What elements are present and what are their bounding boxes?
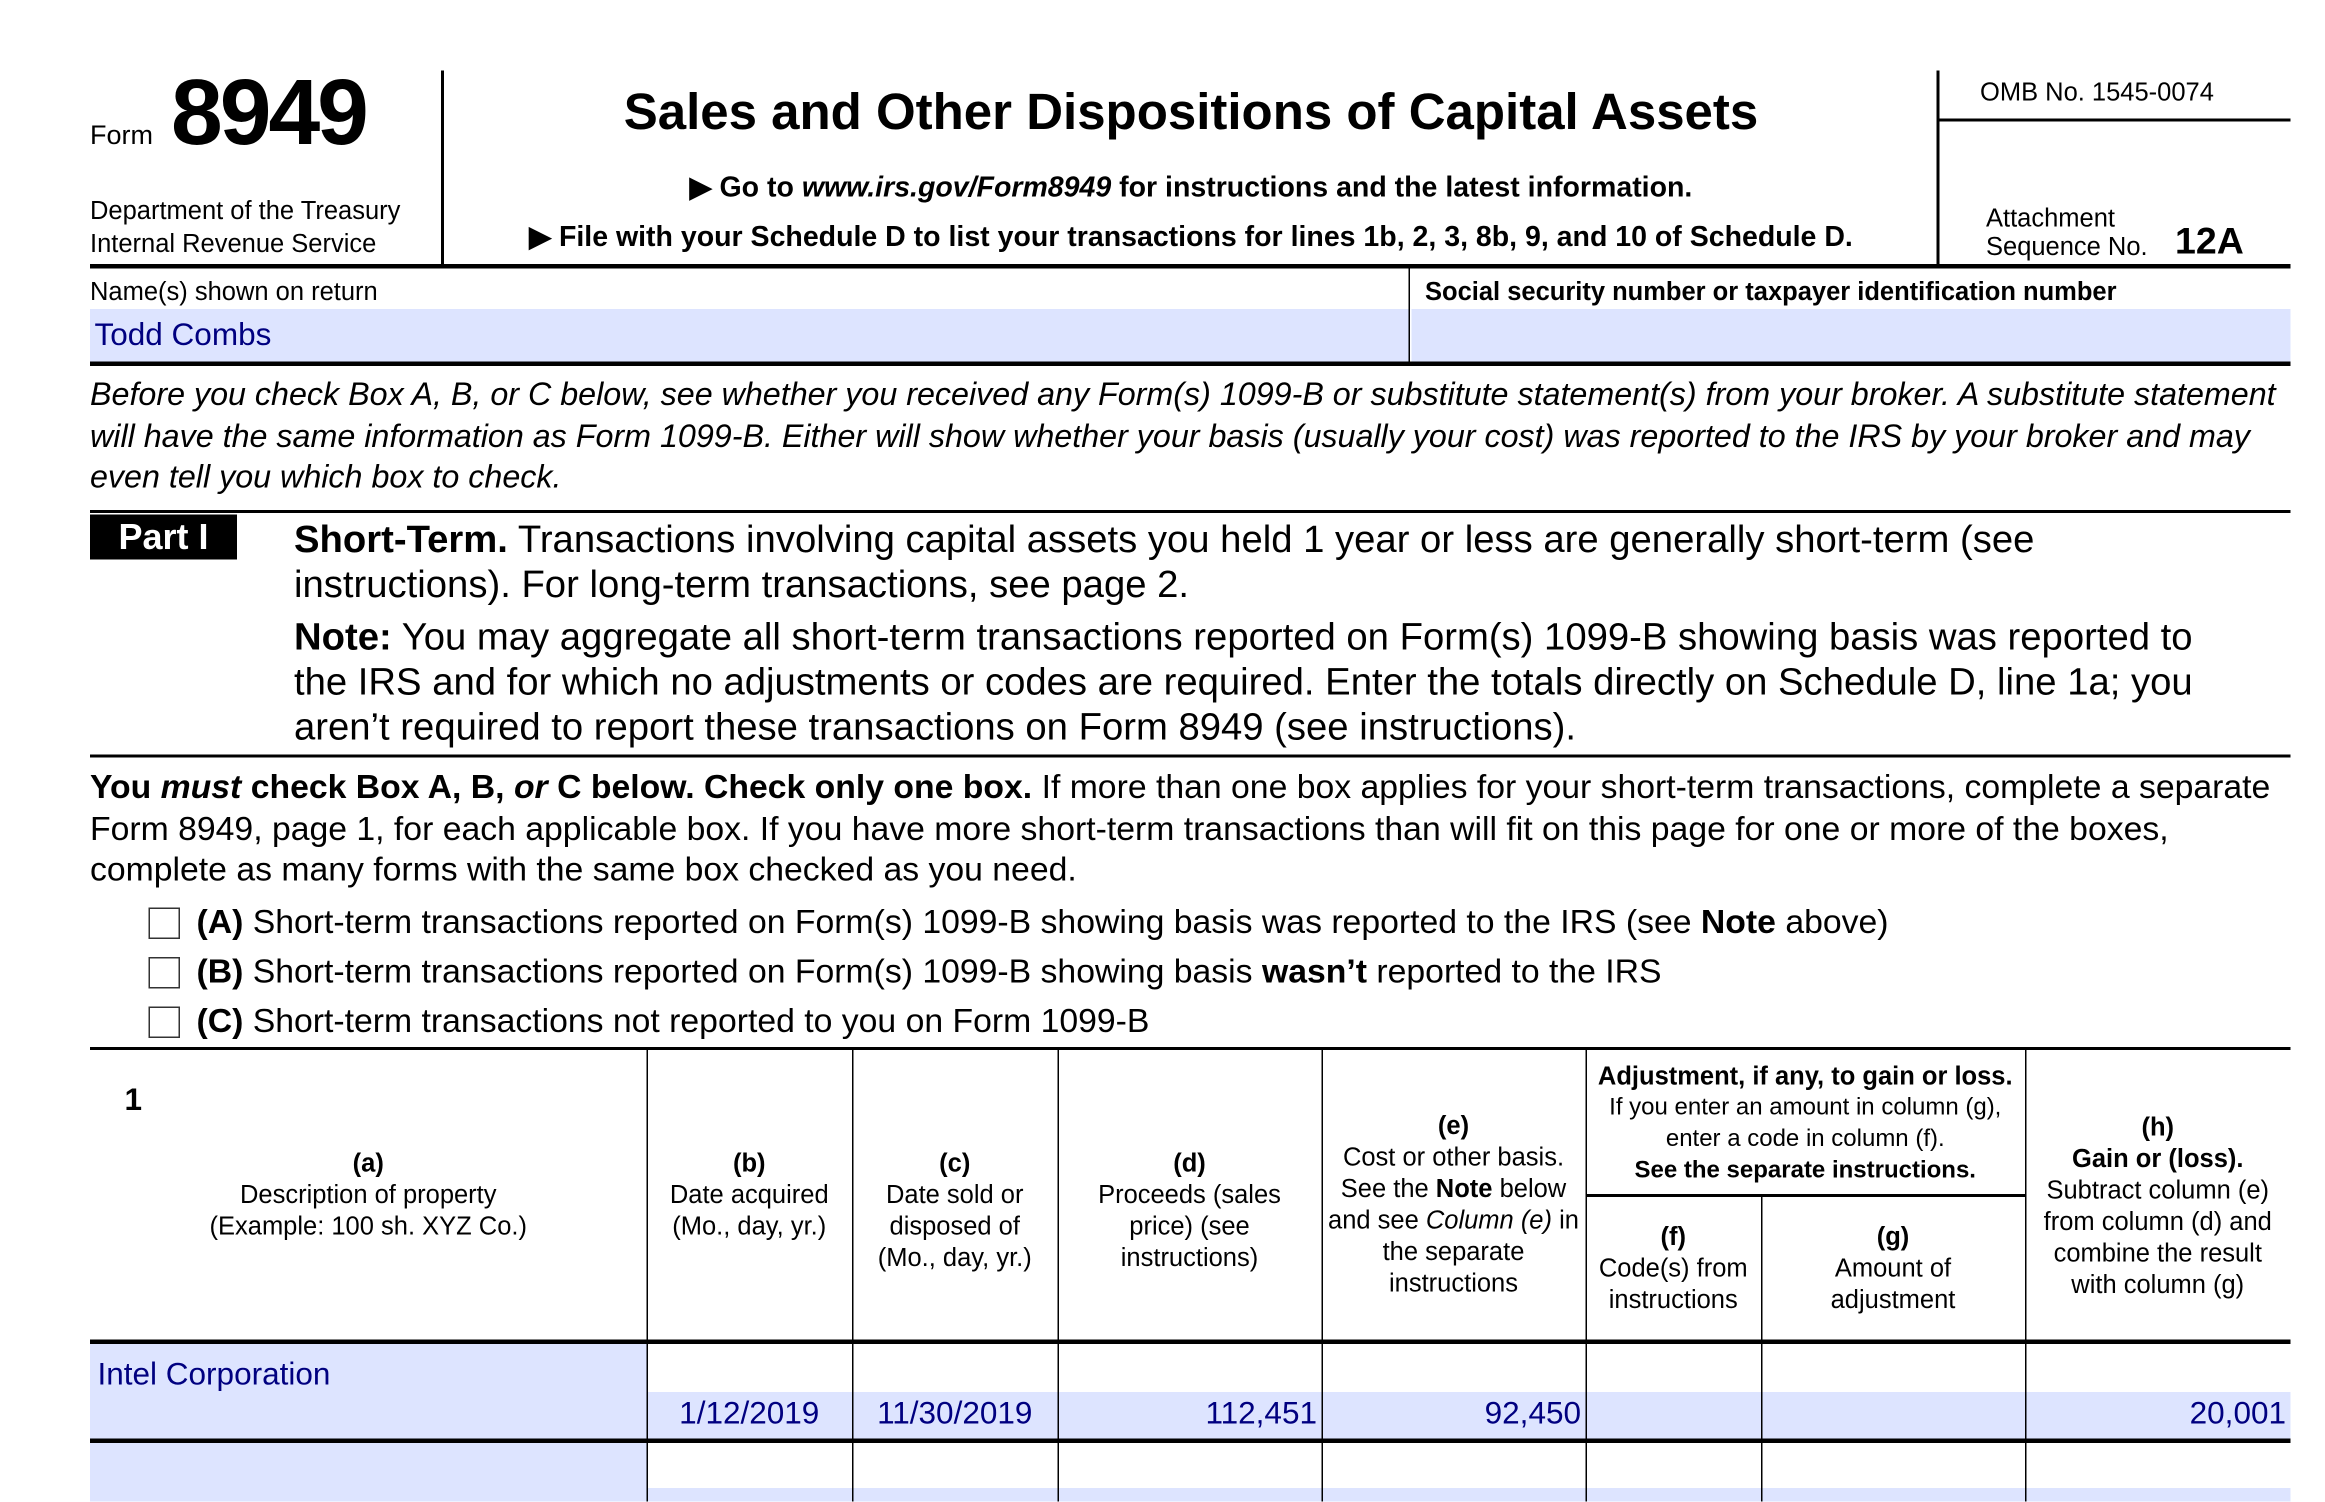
column-e-header: (e) Cost or other basis. See the Note bel… xyxy=(1328,1110,1579,1297)
row-description: Intel Corporation xyxy=(97,1357,331,1393)
file-with-line: ▶ File with your Schedule D to list your… xyxy=(529,222,1853,254)
row-gain-field[interactable]: 20,001 xyxy=(2189,1396,2286,1432)
column-h-header: (h) Gain or (loss). Subtract column (e) fr… xyxy=(2043,1113,2272,1299)
row-1-description-field[interactable] xyxy=(90,1344,647,1440)
checkbox-label: (C) Short-term transactions not reported… xyxy=(196,1002,1150,1040)
row-acquired-field[interactable]: 1/12/2019 xyxy=(679,1396,820,1432)
row-sold-field[interactable]: 11/30/2019 xyxy=(877,1396,1033,1432)
column-a-header: (a) Description of property (Example: 100… xyxy=(209,1149,527,1241)
irs-link[interactable]: www.irs.gov/Form8949 xyxy=(801,172,1112,205)
row-cost-field[interactable]: 92,450 xyxy=(1484,1396,1581,1432)
row-proceeds-field[interactable]: 112,451 xyxy=(1205,1396,1317,1432)
name-label: Name(s) shown on return xyxy=(90,277,378,307)
checkbox-label: (A) Short-term transactions reported on … xyxy=(196,903,1889,941)
part-description: Short-Term. Transactions involving capit… xyxy=(294,519,2035,606)
dept-line1: Department of the Treasury xyxy=(90,196,401,226)
checkbox-b[interactable] xyxy=(148,957,180,989)
intro-text: Before you check Box A, B, or C below, s… xyxy=(90,376,2276,496)
checkbox-a[interactable] xyxy=(148,907,180,939)
line-number: 1 xyxy=(124,1083,143,1118)
goto-line: ▶ Go to www.irs.gov/Form8949 for instruc… xyxy=(689,172,1693,205)
form-number: 8949 xyxy=(171,61,369,166)
column-d-header: (d) Proceeds (sales price) (see instructi… xyxy=(1098,1148,1281,1272)
checkbox-label: (B) Short-term transactions reported on … xyxy=(196,952,1662,991)
attachment-label: Attachment xyxy=(1986,204,2115,233)
name-field[interactable]: Todd Combs xyxy=(90,309,1410,362)
omb-number: OMB No. 1545-0074 xyxy=(1980,78,2214,107)
column-g-header: (g) Amount of adjustment xyxy=(1830,1222,1956,1315)
ssn-field[interactable] xyxy=(1411,309,2291,362)
dept-line2: Internal Revenue Service xyxy=(90,229,377,259)
column-c-header: (c) Date sold or disposed of (Mo., day, y… xyxy=(877,1148,1032,1272)
sequence-number: 12A xyxy=(2175,220,2244,263)
check-instructions: You must check Box A, B, or C below. Che… xyxy=(90,768,2271,888)
checkbox-c[interactable] xyxy=(148,1006,180,1038)
column-b-header: (b) Date acquired (Mo., day, yr.) xyxy=(669,1149,829,1241)
form-label: Form xyxy=(90,120,153,150)
adjustment-header: Adjustment, if any, to gain or loss. If y… xyxy=(1597,1062,2013,1184)
column-f-header: (f) Code(s) from instructions xyxy=(1598,1222,1748,1315)
part-note: Note: You may aggregate all short-term t… xyxy=(294,616,2193,749)
form-title: Sales and Other Dispositions of Capital … xyxy=(623,84,1759,141)
ssn-label: Social security number or taxpayer ident… xyxy=(1425,277,2117,307)
part-badge: Part I xyxy=(90,514,237,560)
row-2-description-field[interactable] xyxy=(90,1443,647,1502)
sequence-label: Sequence No. xyxy=(1986,232,2148,262)
